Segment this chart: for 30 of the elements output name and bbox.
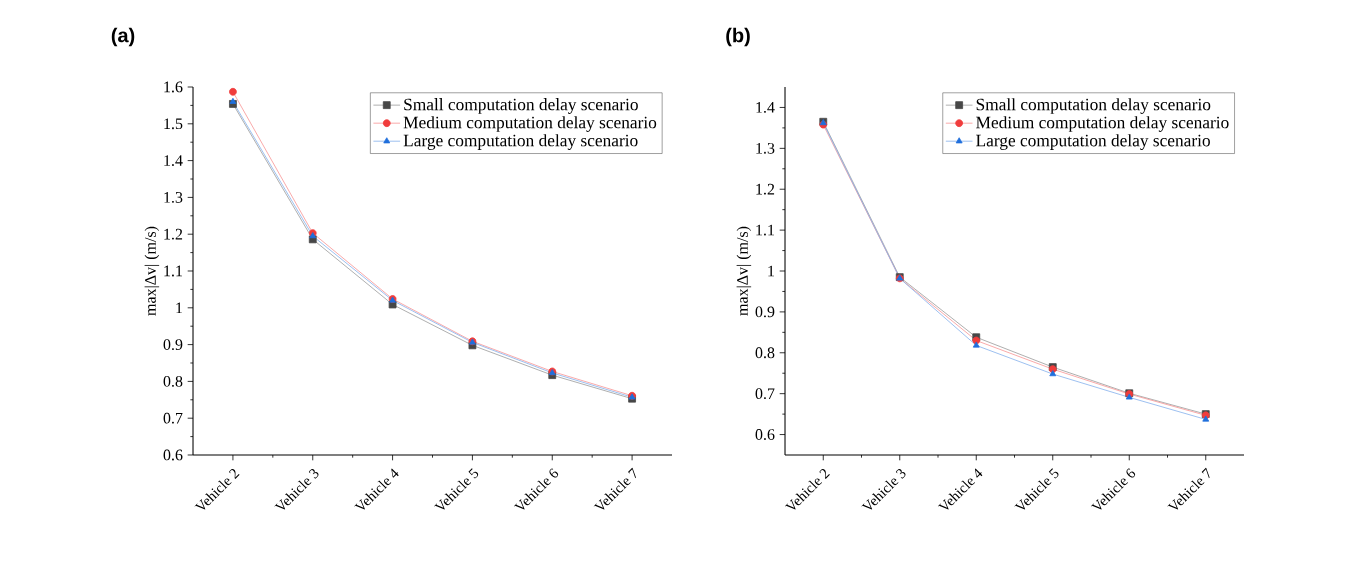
y-tick-label: 1.3 xyxy=(756,142,775,154)
legend-label: Small computation delay scenario xyxy=(976,98,1211,114)
y-tick-label: 1.6 xyxy=(164,81,183,93)
legend-label: Small computation delay scenario xyxy=(404,98,638,114)
y-tick-label: 1 xyxy=(176,302,183,314)
y-tick-label: 1.3 xyxy=(164,191,183,203)
y-tick-label: 1 xyxy=(768,265,775,277)
legend-label: Medium computation delay scenario xyxy=(976,116,1229,132)
y-tick-label: 0.6 xyxy=(755,429,775,440)
y-tick-label: 1.1 xyxy=(164,265,183,277)
y-tick-label: 0.7 xyxy=(755,388,775,400)
y-tick-label: 0.6 xyxy=(163,449,183,461)
chart-title: (b) xyxy=(726,27,750,47)
y-tick-label: 1.4 xyxy=(756,102,775,113)
y-tick-label: 1.4 xyxy=(164,155,183,166)
y-tick-label: 1.1 xyxy=(756,224,775,236)
legend-label: Medium computation delay scenario xyxy=(403,116,657,132)
y-tick-label: 0.8 xyxy=(755,347,775,359)
y-tick-label: 1.2 xyxy=(756,183,775,195)
y-tick-label: 0.7 xyxy=(163,412,183,424)
legend-label: Large computation delay scenario xyxy=(403,134,638,150)
legend-label: Large computation delay scenario xyxy=(976,134,1210,150)
y-axis-title: max|Δv| (m/s) xyxy=(144,226,160,316)
y-tick-label: 0.9 xyxy=(163,339,183,351)
y-tick-label: 0.8 xyxy=(163,375,183,387)
y-tick-label: 1.5 xyxy=(164,118,183,130)
y-axis-title: max|Δv| (m/s) xyxy=(736,226,752,316)
y-tick-label: 1.2 xyxy=(164,228,183,240)
y-tick-label: 0.9 xyxy=(755,306,775,318)
chart-title: (a) xyxy=(111,27,135,47)
